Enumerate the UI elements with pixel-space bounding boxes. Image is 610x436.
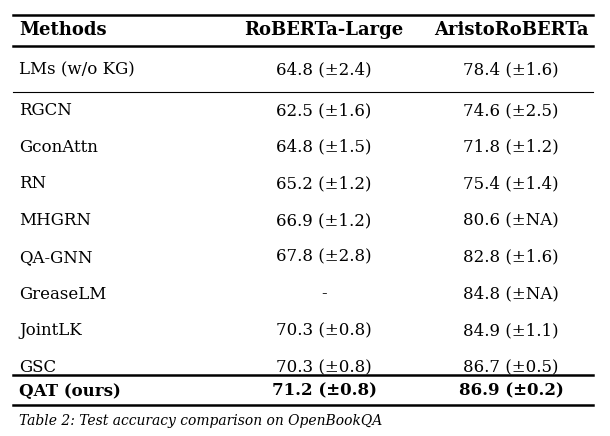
Text: 84.9 (±1.1): 84.9 (±1.1) xyxy=(464,322,559,339)
Text: AristoRoBERTa: AristoRoBERTa xyxy=(434,20,589,38)
Text: 78.4 (±1.6): 78.4 (±1.6) xyxy=(464,61,559,78)
Text: QAT (ours): QAT (ours) xyxy=(20,383,121,400)
Text: RN: RN xyxy=(20,175,46,192)
Text: 70.3 (±0.8): 70.3 (±0.8) xyxy=(276,359,372,376)
Text: 65.2 (±1.2): 65.2 (±1.2) xyxy=(276,175,372,192)
Text: 71.8 (±1.2): 71.8 (±1.2) xyxy=(463,139,559,156)
Text: RGCN: RGCN xyxy=(20,102,73,119)
Text: 82.8 (±1.6): 82.8 (±1.6) xyxy=(464,249,559,266)
Text: Table 2: Test accuracy comparison on OpenBookQA: Table 2: Test accuracy comparison on Ope… xyxy=(20,414,382,428)
Text: 84.8 (±NA): 84.8 (±NA) xyxy=(463,286,559,303)
Text: 71.2 (±0.8): 71.2 (±0.8) xyxy=(271,383,376,400)
Text: -: - xyxy=(321,286,327,303)
Text: LMs (w/o KG): LMs (w/o KG) xyxy=(20,61,135,78)
Text: RoBERTa-Large: RoBERTa-Large xyxy=(245,20,404,38)
Text: 62.5 (±1.6): 62.5 (±1.6) xyxy=(276,102,372,119)
Text: 66.9 (±1.2): 66.9 (±1.2) xyxy=(276,212,372,229)
Text: 67.8 (±2.8): 67.8 (±2.8) xyxy=(276,249,372,266)
Text: 75.4 (±1.4): 75.4 (±1.4) xyxy=(464,175,559,192)
Text: 70.3 (±0.8): 70.3 (±0.8) xyxy=(276,322,372,339)
Text: 64.8 (±1.5): 64.8 (±1.5) xyxy=(276,139,372,156)
Text: 74.6 (±2.5): 74.6 (±2.5) xyxy=(464,102,559,119)
Text: GSC: GSC xyxy=(20,359,57,376)
Text: 86.7 (±0.5): 86.7 (±0.5) xyxy=(464,359,559,376)
Text: 64.8 (±2.4): 64.8 (±2.4) xyxy=(276,61,372,78)
Text: GconAttn: GconAttn xyxy=(20,139,98,156)
Text: Methods: Methods xyxy=(20,20,107,38)
Text: GreaseLM: GreaseLM xyxy=(20,286,107,303)
Text: MHGRN: MHGRN xyxy=(20,212,91,229)
Text: JointLK: JointLK xyxy=(20,322,82,339)
Text: QA-GNN: QA-GNN xyxy=(20,249,93,266)
Text: 80.6 (±NA): 80.6 (±NA) xyxy=(463,212,559,229)
Text: 86.9 (±0.2): 86.9 (±0.2) xyxy=(459,383,564,400)
